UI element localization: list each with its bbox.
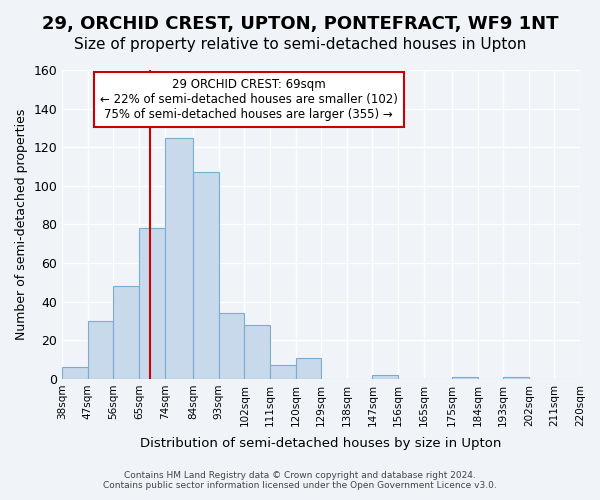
Text: Size of property relative to semi-detached houses in Upton: Size of property relative to semi-detach… — [74, 38, 526, 52]
X-axis label: Distribution of semi-detached houses by size in Upton: Distribution of semi-detached houses by … — [140, 437, 502, 450]
Bar — [113, 286, 139, 379]
Y-axis label: Number of semi-detached properties: Number of semi-detached properties — [15, 109, 28, 340]
Bar — [452, 377, 478, 379]
Bar — [503, 377, 529, 379]
Bar — [373, 375, 398, 379]
Bar — [193, 172, 219, 379]
Bar — [88, 321, 113, 379]
Bar — [219, 314, 244, 379]
Bar — [244, 325, 270, 379]
Text: 29 ORCHID CREST: 69sqm
← 22% of semi-detached houses are smaller (102)
75% of se: 29 ORCHID CREST: 69sqm ← 22% of semi-det… — [100, 78, 398, 120]
Text: 29, ORCHID CREST, UPTON, PONTEFRACT, WF9 1NT: 29, ORCHID CREST, UPTON, PONTEFRACT, WF9… — [42, 15, 558, 33]
Bar — [139, 228, 164, 379]
Bar — [296, 358, 321, 379]
Bar — [164, 138, 193, 379]
Bar — [270, 366, 296, 379]
Bar — [62, 368, 88, 379]
Text: Contains HM Land Registry data © Crown copyright and database right 2024.
Contai: Contains HM Land Registry data © Crown c… — [103, 470, 497, 490]
